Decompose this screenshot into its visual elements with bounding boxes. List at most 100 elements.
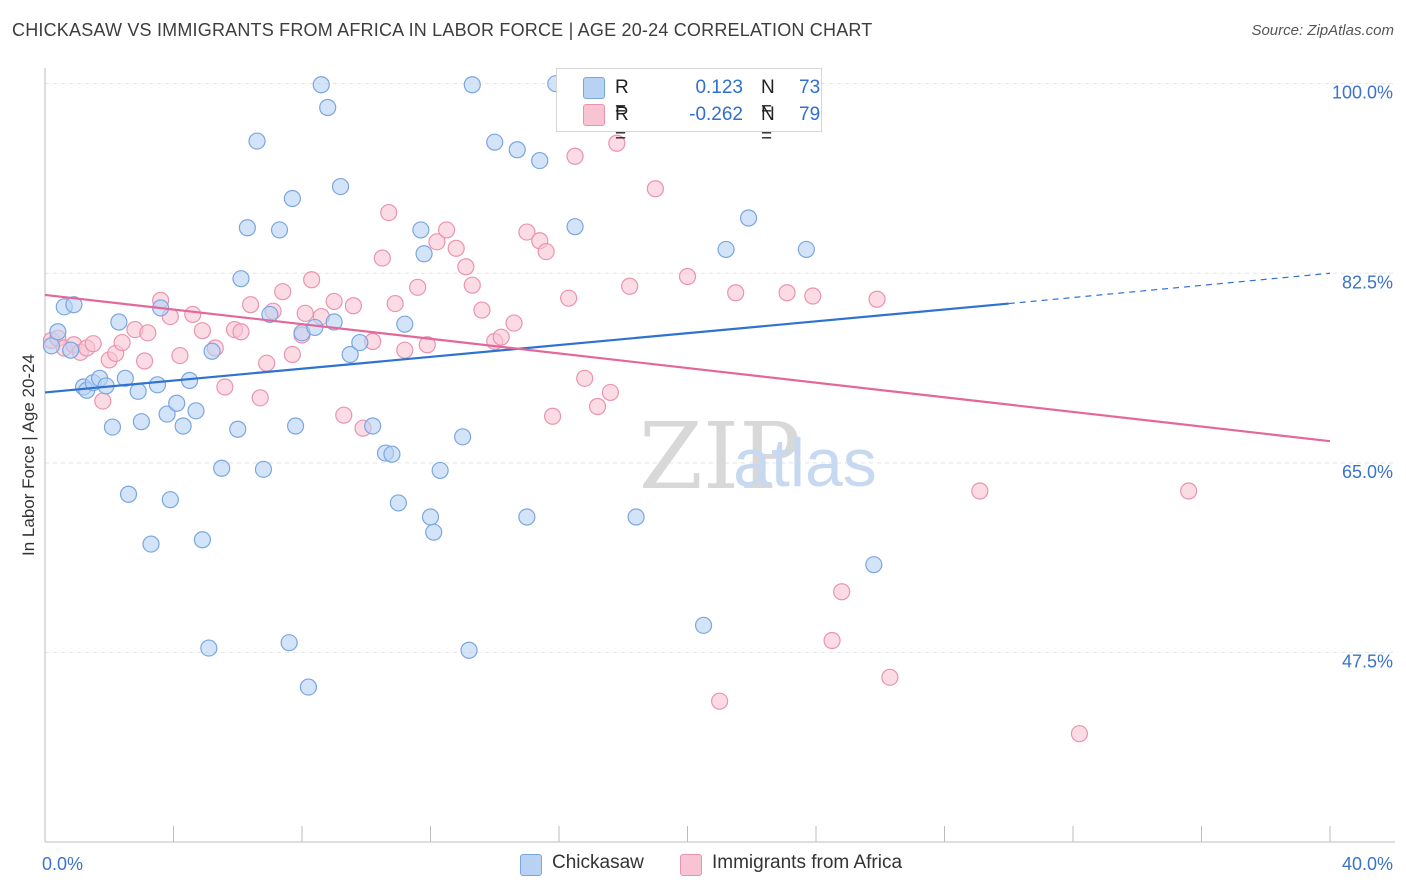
africa-point	[344, 297, 362, 315]
chickasaw-point	[116, 369, 134, 387]
chickasaw-point	[454, 428, 472, 446]
chickasaw-point	[286, 417, 305, 435]
legend-swatch-pink	[583, 104, 605, 126]
africa-point	[463, 276, 481, 294]
chickasaw-point	[200, 639, 218, 657]
africa-point	[303, 271, 321, 289]
africa-point	[193, 322, 212, 340]
africa-point	[678, 267, 697, 286]
africa-point	[325, 292, 343, 311]
chickasaw-point	[119, 485, 138, 503]
africa-point	[94, 392, 112, 410]
africa-point	[518, 223, 536, 241]
africa-point	[135, 352, 154, 370]
africa-point	[232, 323, 250, 341]
chickasaw-point	[148, 376, 167, 394]
chickasaw-point	[389, 494, 407, 512]
chickasaw-point	[49, 323, 67, 341]
x-tick-label-max: 40.0%	[1342, 854, 1393, 874]
chickasaw-point	[331, 177, 350, 196]
africa-point	[418, 336, 436, 354]
africa-point	[560, 289, 578, 307]
chickasaw-point	[531, 151, 549, 170]
africa-point	[428, 233, 446, 251]
chickasaw-point	[161, 491, 179, 509]
chickasaw-point	[193, 531, 212, 549]
africa-point	[621, 277, 639, 295]
chickasaw-trend-extension	[1008, 272, 1331, 305]
africa-point	[296, 304, 314, 322]
chickasaw-point	[325, 313, 343, 331]
chickasaw-point	[229, 420, 247, 438]
africa-point	[335, 406, 353, 424]
chickasaw-point	[213, 459, 231, 477]
africa-point	[492, 328, 510, 346]
y-tick-label: 82.5%	[1342, 272, 1393, 292]
chickasaw-point	[65, 296, 83, 314]
chickasaw-point	[270, 221, 289, 239]
chickasaw-point	[460, 641, 478, 659]
x-tick-label-min: 0.0%	[42, 854, 83, 874]
africa-point	[251, 389, 269, 407]
africa-point	[711, 692, 729, 710]
africa-point	[184, 305, 202, 324]
chickasaw-point	[383, 445, 401, 463]
chickasaw-trend-line	[44, 302, 1009, 394]
chickasaw-point	[299, 678, 318, 696]
africa-point	[778, 284, 796, 302]
africa-point	[543, 407, 562, 425]
axis-layer	[44, 68, 1395, 843]
africa-point	[868, 290, 886, 308]
africa-point	[386, 294, 404, 313]
chickasaw-point	[319, 98, 337, 117]
africa-point	[601, 383, 620, 402]
y-tick-label: 47.5%	[1342, 651, 1393, 671]
legend-n-value: 73	[799, 77, 821, 98]
chickasaw-point	[312, 76, 330, 94]
tick-labels: 47.5% 65.0% 82.5% 100.0% 0.0% 40.0%	[42, 83, 1393, 874]
africa-point	[274, 283, 292, 301]
bottom-legend-swatch-pink	[680, 854, 702, 876]
chickasaw-point	[364, 417, 382, 435]
chickasaw-point	[306, 318, 324, 337]
chickasaw-point	[865, 556, 883, 574]
africa-point	[409, 278, 427, 296]
chickasaw-point	[412, 221, 430, 239]
africa-point	[113, 333, 131, 352]
y-tick-label: 100.0%	[1332, 83, 1393, 103]
africa-point	[881, 668, 899, 686]
chickasaw-point	[187, 402, 205, 420]
chickasaw-point	[110, 313, 128, 331]
chickasaw-point	[351, 333, 369, 352]
africa-point	[537, 242, 555, 261]
chickasaw-point	[174, 417, 192, 435]
legend-swatch-blue	[583, 77, 605, 99]
africa-point	[396, 341, 414, 359]
africa-point	[1180, 482, 1198, 500]
chickasaw-point	[232, 270, 250, 288]
chickasaw-point	[486, 133, 504, 151]
chickasaw-point	[103, 418, 122, 436]
chickasaw-point	[203, 342, 221, 360]
legend-r-value: -0.262	[689, 104, 743, 125]
chickasaw-point	[238, 219, 256, 237]
africa-point	[566, 147, 584, 165]
africa-point	[437, 221, 456, 239]
africa-point	[1070, 725, 1089, 743]
bottom-legend-swatch-blue	[520, 854, 542, 876]
chickasaw-point	[797, 240, 815, 259]
chickasaw-point	[283, 189, 301, 208]
correlation-legend: R = 0.123 N = 73 R = -0.262 N = 79	[556, 68, 822, 147]
africa-point	[804, 287, 822, 305]
chickasaw-point	[261, 305, 279, 324]
chickasaw-point	[694, 616, 713, 634]
chickasaw-point	[142, 535, 160, 553]
chickasaw-point	[431, 461, 449, 480]
africa-point	[216, 378, 234, 396]
bottom-legend-label: Immigrants from Africa	[712, 852, 903, 873]
source-label: Source: ZipAtlas.com	[1251, 22, 1394, 39]
legend-n-label: N =	[761, 104, 775, 147]
chickasaw-point	[132, 413, 150, 431]
chickasaw-point	[739, 209, 758, 227]
